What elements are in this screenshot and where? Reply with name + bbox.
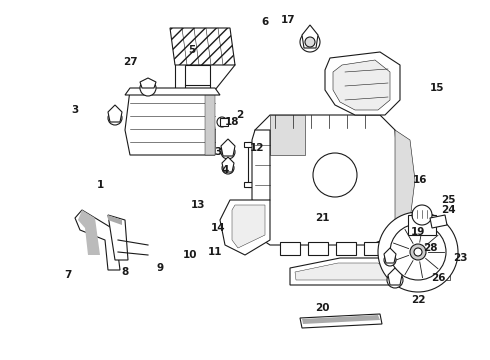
Circle shape	[140, 80, 156, 96]
Text: 28: 28	[423, 243, 437, 253]
Polygon shape	[125, 90, 215, 155]
Text: 11: 11	[208, 247, 222, 257]
Text: 17: 17	[281, 15, 295, 25]
Polygon shape	[125, 88, 220, 95]
Text: 5: 5	[188, 45, 196, 55]
Polygon shape	[108, 105, 122, 122]
Text: 23: 23	[453, 253, 467, 263]
Text: 26: 26	[431, 273, 445, 283]
Circle shape	[300, 32, 320, 52]
Text: 15: 15	[430, 83, 444, 93]
Text: 22: 22	[411, 295, 425, 305]
Text: 16: 16	[413, 175, 427, 185]
Text: 6: 6	[261, 17, 269, 27]
Polygon shape	[284, 155, 306, 240]
Polygon shape	[400, 220, 418, 235]
Bar	[395, 255, 450, 280]
Polygon shape	[336, 242, 356, 255]
Bar	[244, 182, 260, 187]
Polygon shape	[300, 314, 382, 328]
Text: 18: 18	[225, 117, 239, 127]
Polygon shape	[384, 248, 396, 263]
Polygon shape	[108, 215, 122, 225]
Polygon shape	[170, 28, 235, 65]
Text: 7: 7	[64, 270, 72, 280]
Text: 27: 27	[122, 57, 137, 67]
Polygon shape	[108, 215, 128, 260]
Text: 4: 4	[221, 165, 229, 175]
Polygon shape	[290, 258, 400, 285]
Polygon shape	[364, 242, 384, 255]
Polygon shape	[232, 205, 265, 248]
Polygon shape	[255, 115, 400, 245]
Circle shape	[305, 37, 315, 47]
Polygon shape	[140, 78, 156, 88]
Polygon shape	[260, 155, 282, 240]
Text: 24: 24	[441, 205, 455, 215]
Circle shape	[313, 153, 357, 197]
Bar	[244, 142, 260, 147]
Polygon shape	[295, 263, 392, 280]
Circle shape	[412, 205, 432, 225]
Polygon shape	[78, 210, 100, 255]
Polygon shape	[205, 90, 215, 155]
Text: 21: 21	[315, 213, 329, 223]
Polygon shape	[302, 315, 380, 324]
Text: 19: 19	[411, 227, 425, 237]
Text: 3: 3	[215, 147, 221, 157]
Bar	[408, 215, 436, 235]
Polygon shape	[388, 268, 402, 285]
Bar	[248, 142, 256, 187]
Text: 25: 25	[441, 195, 455, 205]
Polygon shape	[333, 60, 390, 110]
Polygon shape	[75, 210, 120, 270]
Polygon shape	[308, 242, 328, 255]
Polygon shape	[280, 242, 300, 255]
Text: 8: 8	[122, 267, 129, 277]
Circle shape	[410, 244, 426, 260]
Circle shape	[221, 145, 235, 159]
Circle shape	[217, 117, 227, 127]
Text: 10: 10	[183, 250, 197, 260]
Bar	[185, 65, 210, 85]
Circle shape	[387, 272, 403, 288]
Polygon shape	[222, 157, 234, 172]
Polygon shape	[430, 215, 447, 228]
Text: 9: 9	[156, 263, 164, 273]
Polygon shape	[356, 170, 378, 240]
Circle shape	[222, 162, 234, 174]
Polygon shape	[302, 25, 318, 48]
Polygon shape	[332, 170, 354, 240]
Text: 2: 2	[236, 110, 244, 120]
Circle shape	[108, 111, 122, 125]
Circle shape	[378, 212, 458, 292]
Bar	[270, 115, 305, 155]
Text: 1: 1	[97, 180, 103, 190]
Text: 3: 3	[72, 105, 78, 115]
Text: 20: 20	[315, 303, 329, 313]
Text: 14: 14	[211, 223, 225, 233]
Circle shape	[384, 254, 396, 266]
Circle shape	[414, 248, 422, 256]
Text: 12: 12	[250, 143, 264, 153]
Polygon shape	[221, 139, 235, 156]
Circle shape	[390, 224, 446, 280]
Text: 13: 13	[191, 200, 205, 210]
Polygon shape	[220, 200, 270, 255]
Polygon shape	[252, 130, 270, 205]
Polygon shape	[395, 130, 415, 235]
Polygon shape	[308, 155, 330, 240]
Polygon shape	[325, 52, 400, 115]
Polygon shape	[220, 118, 228, 126]
